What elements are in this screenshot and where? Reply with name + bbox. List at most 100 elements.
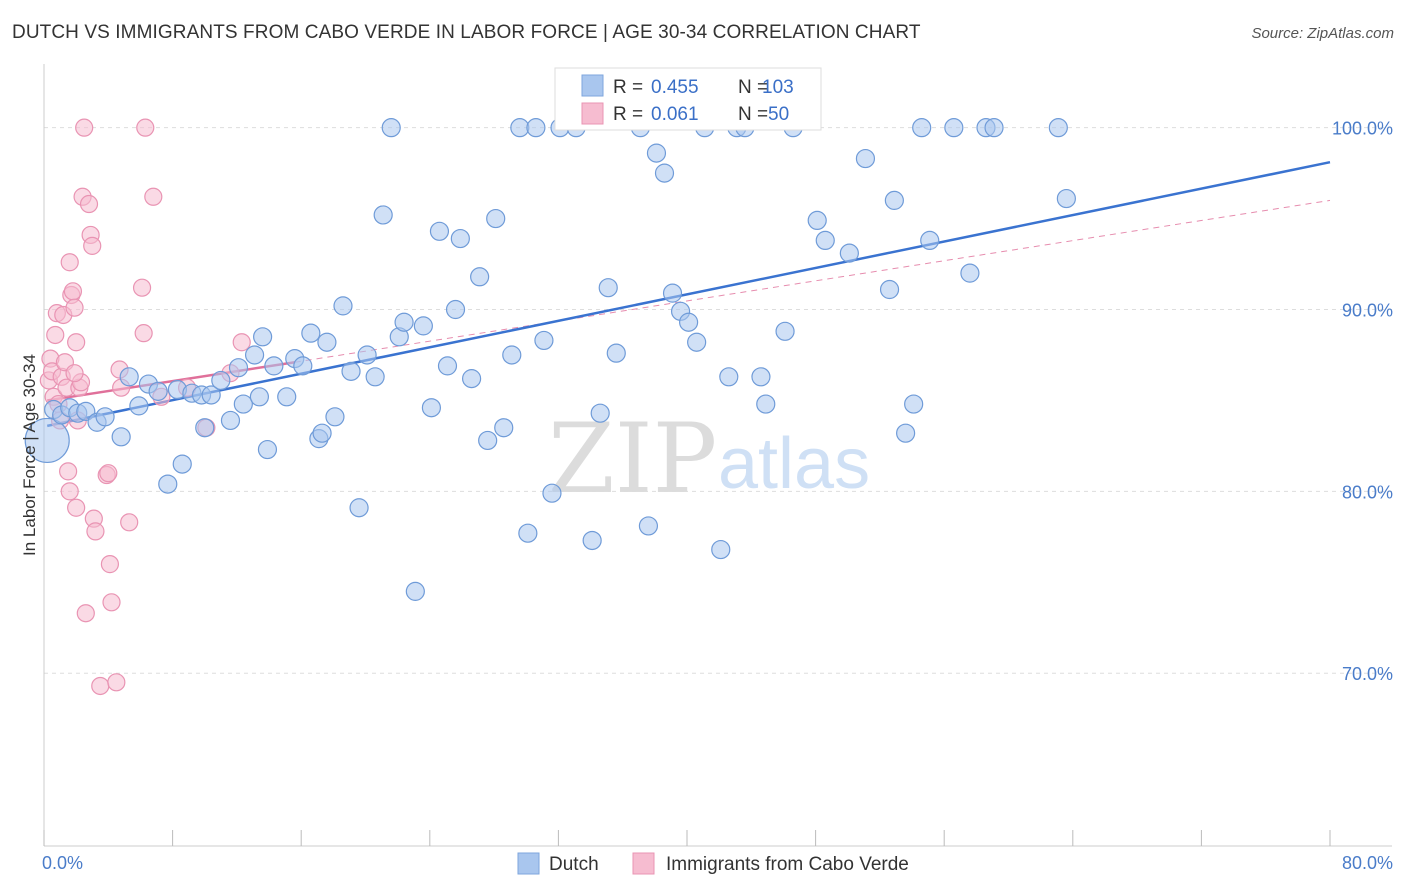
dutch-n-value: 103: [762, 77, 794, 98]
data-point-dutch: [277, 387, 297, 407]
data-point-dutch: [606, 343, 626, 363]
y-axis-label: In Labor Force | Age 30-34: [20, 354, 39, 556]
data-point-cabo-verde: [60, 482, 79, 501]
data-point-dutch: [201, 385, 221, 405]
data-point-dutch: [325, 407, 345, 427]
data-point-dutch: [904, 394, 924, 414]
data-point-dutch: [526, 118, 546, 138]
y-tick-label: 90.0%: [1342, 301, 1393, 321]
bottom-legend-swatch-dutch: [517, 852, 540, 875]
data-point-dutch: [405, 581, 425, 601]
data-point-cabo-verde: [67, 498, 86, 517]
data-point-dutch: [582, 530, 602, 551]
data-point-cabo-verde: [232, 333, 251, 352]
data-point-dutch: [24, 417, 70, 464]
dutch-r-value: 0.455: [651, 77, 699, 98]
data-point-dutch: [679, 312, 699, 332]
data-point-dutch: [301, 323, 321, 343]
data-point-cabo-verde: [100, 555, 120, 574]
data-point-dutch: [839, 243, 859, 263]
data-point-dutch: [944, 118, 964, 138]
data-point-cabo-verde: [99, 464, 118, 483]
data-point-dutch: [450, 228, 470, 249]
data-point-cabo-verde: [65, 364, 84, 383]
data-point-dutch: [662, 283, 683, 303]
cabo-r-value: 0.061: [651, 104, 699, 125]
series-dutch-points: [24, 118, 1076, 601]
series-cabo-verde-points: [39, 118, 251, 696]
data-point-cabo-verde: [83, 236, 102, 255]
data-point-cabo-verde: [59, 462, 78, 481]
data-point-dutch: [920, 230, 940, 251]
data-point-dutch: [394, 312, 414, 332]
data-point-cabo-verde: [144, 187, 163, 206]
data-point-dutch: [960, 263, 980, 283]
data-point-dutch: [381, 118, 401, 138]
data-point-dutch: [293, 356, 313, 376]
dutch-r-label: R =: [613, 77, 643, 98]
data-point-dutch: [711, 539, 731, 560]
data-point-dutch: [211, 370, 231, 391]
data-point-dutch: [912, 118, 932, 138]
data-point-dutch: [129, 396, 149, 416]
cabo-n-label: N =: [738, 104, 768, 125]
data-point-cabo-verde: [65, 298, 84, 317]
data-point-dutch: [984, 118, 1004, 138]
data-point-dutch: [317, 332, 337, 352]
bottom-legend-label-dutch: Dutch: [549, 854, 599, 875]
bottom-legend: Dutch Immigrants from Cabo Verde: [517, 852, 909, 875]
data-point-cabo-verde: [102, 593, 121, 612]
trend-line-dutch: [46, 160, 1331, 428]
data-point-cabo-verde: [134, 324, 153, 343]
data-point-cabo-verde: [79, 194, 99, 214]
data-point-dutch: [638, 516, 659, 536]
data-point-dutch: [119, 367, 139, 387]
stats-legend: R = 0.455 N = 103 R = 0.061 N = 50: [554, 67, 822, 131]
data-point-dutch: [879, 279, 900, 300]
data-point-dutch: [502, 345, 522, 365]
data-point-dutch: [598, 278, 618, 298]
data-point-cabo-verde: [136, 118, 155, 137]
data-point-dutch: [333, 296, 353, 316]
data-point-dutch: [253, 327, 273, 347]
data-point-dutch: [687, 332, 707, 352]
data-point-dutch: [646, 143, 667, 163]
data-point-dutch: [445, 299, 466, 320]
data-point-cabo-verde: [76, 604, 95, 623]
gridlines: [44, 127, 1392, 674]
data-point-dutch: [478, 430, 498, 451]
data-point-cabo-verde: [120, 513, 139, 532]
data-point-dutch: [855, 148, 876, 169]
data-point-cabo-verde: [46, 325, 65, 345]
data-point-cabo-verde: [75, 118, 94, 137]
cabo-n-value: 50: [768, 104, 789, 125]
data-point-dutch: [111, 427, 131, 447]
x-tick-label-min: 0.0%: [42, 853, 83, 873]
data-point-dutch: [365, 367, 385, 387]
y-tick-label: 80.0%: [1342, 482, 1393, 502]
data-point-dutch: [349, 498, 369, 518]
data-point-dutch: [654, 163, 675, 183]
data-point-dutch: [264, 356, 284, 376]
data-point-dutch: [172, 454, 192, 474]
data-point-cabo-verde: [60, 253, 79, 272]
y-tick-label: 100.0%: [1332, 119, 1393, 139]
data-point-dutch: [413, 316, 433, 336]
data-point-cabo-verde: [132, 278, 152, 297]
data-point-dutch: [542, 483, 562, 503]
data-point-dutch: [775, 321, 795, 341]
data-point-cabo-verde: [107, 673, 126, 692]
cabo-r-label: R =: [613, 104, 643, 125]
data-point-dutch: [373, 205, 393, 225]
watermark-atlas: atlas: [718, 424, 870, 504]
data-point-dutch: [510, 118, 530, 138]
data-point-cabo-verde: [86, 522, 105, 541]
data-point-cabo-verde: [67, 333, 86, 352]
x-tick-label-max: 80.0%: [1342, 853, 1393, 873]
data-point-dutch: [249, 387, 270, 407]
data-point-dutch: [437, 356, 458, 376]
dutch-n-label: N =: [738, 77, 768, 98]
trend-line-cabo: [47, 361, 295, 402]
data-point-dutch: [228, 358, 249, 378]
data-point-dutch: [884, 190, 904, 210]
